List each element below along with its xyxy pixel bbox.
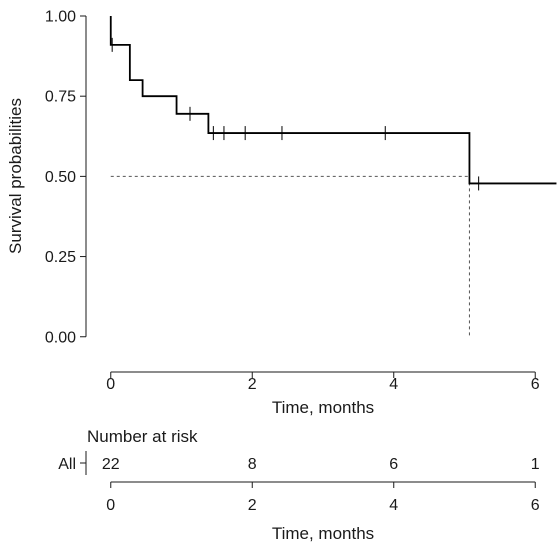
risk-x-tick-label: 0	[106, 497, 115, 514]
survival-y-tick-label: 0.25	[45, 249, 76, 266]
risk-count: 8	[248, 456, 257, 473]
risk-count: 1	[531, 456, 540, 473]
survival-x-tick-label: 6	[531, 376, 540, 393]
survival-y-tick-label: 0.00	[45, 329, 76, 346]
risk-table-title: Number at risk	[87, 427, 198, 446]
survival-y-tick-label: 1.00	[45, 9, 76, 26]
survival-plot: 0.00 0.25 0.50 0.75 1.00 0 2 4 6 Survival probab…	[6, 9, 557, 417]
survival-x-axis-title: Time, months	[272, 398, 374, 417]
survival-x-tick-label: 0	[106, 376, 115, 393]
survival-x-tick-label: 4	[389, 376, 398, 393]
risk-table-rows: All 22 8 6 1	[58, 456, 540, 473]
survival-curve-group	[109, 16, 557, 337]
risk-x-tick-label: 4	[389, 497, 398, 514]
risk-x-tick-label: 6	[531, 497, 540, 514]
survival-plot-axes: 0.00 0.25 0.50 0.75 1.00 0 2 4 6	[45, 9, 540, 394]
survival-y-tick-label: 0.50	[45, 169, 76, 186]
risk-count: 22	[102, 456, 120, 473]
survival-y-axis-title: Survival probabilities	[6, 98, 25, 254]
risk-x-axis-title: Time, months	[272, 524, 374, 543]
survival-x-tick-label: 2	[248, 376, 257, 393]
survival-y-tick-label: 0.75	[45, 89, 76, 106]
risk-table: Number at risk All 22 8 6 1 0 2 4 6 Time, month…	[58, 427, 540, 543]
risk-row-label: All	[58, 456, 76, 473]
risk-count: 6	[389, 456, 398, 473]
risk-table-axes: 0 2 4 6	[80, 451, 540, 514]
survival-curve	[109, 16, 557, 185]
risk-x-tick-label: 2	[248, 497, 257, 514]
